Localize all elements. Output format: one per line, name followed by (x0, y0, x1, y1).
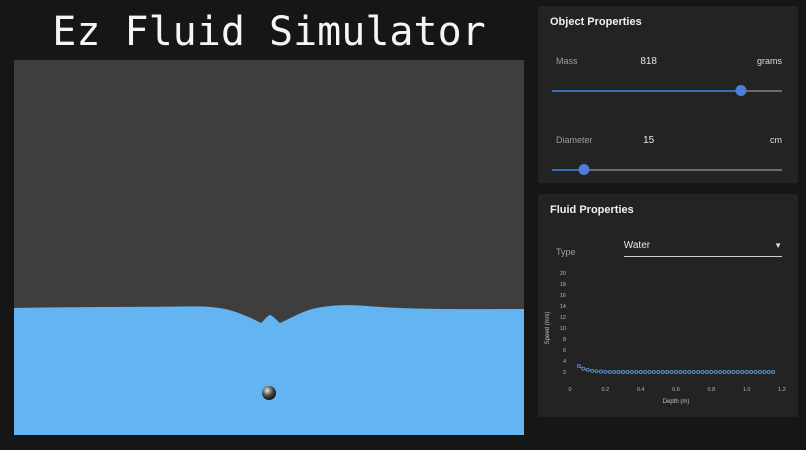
svg-text:0.2: 0.2 (602, 387, 610, 393)
simulation-canvas[interactable] (14, 60, 524, 435)
mass-unit: grams (756, 56, 782, 66)
simulation-scene (14, 305, 524, 435)
svg-text:0.6: 0.6 (672, 387, 680, 393)
svg-text:4: 4 (563, 359, 566, 365)
svg-text:14: 14 (560, 304, 566, 310)
chart-svg: 2 4 6 8 10 12 14 16 18 20 0 0.2 0.4 0.6 0.8 1.0 1.2 Depth… (545, 271, 786, 405)
diameter-unit: cm (770, 135, 782, 145)
mass-row: Mass 818 grams (538, 56, 798, 67)
fluid-type-row: Type Water ▼ (538, 240, 798, 257)
fluid-type-selected: Water (623, 240, 651, 251)
svg-text:0.8: 0.8 (708, 387, 716, 393)
svg-text:1.0: 1.0 (743, 387, 751, 393)
svg-text:0: 0 (568, 387, 571, 393)
mass-slider-fill (552, 90, 741, 92)
svg-text:8: 8 (563, 337, 566, 343)
mass-slider[interactable] (552, 84, 782, 98)
svg-text:1.2: 1.2 (778, 387, 786, 393)
mass-value: 818 (640, 56, 657, 67)
svg-text:Depth (m): Depth (m) (663, 399, 690, 405)
diameter-label: Diameter (556, 135, 593, 145)
mass-slider-thumb[interactable] (735, 85, 747, 96)
chevron-down-icon: ▼ (774, 240, 782, 250)
svg-text:6: 6 (563, 348, 566, 354)
diameter-slider-thumb[interactable] (578, 164, 590, 175)
diameter-slider-track[interactable] (552, 169, 782, 171)
svg-text:16: 16 (560, 293, 566, 299)
svg-text:20: 20 (560, 271, 566, 277)
diameter-row: Diameter 15 cm (538, 135, 798, 146)
svg-text:2: 2 (563, 370, 566, 376)
svg-text:Speed (m/s): Speed (m/s) (545, 312, 551, 345)
fluid-type-label: Type (556, 247, 576, 257)
object-properties-title: Object Properties (550, 16, 642, 28)
svg-text:12: 12 (560, 315, 566, 321)
object-properties-panel: Object Properties Mass 818 grams Diamete… (538, 6, 798, 183)
app-title: Ez Fluid Simulator (52, 9, 486, 55)
svg-text:18: 18 (560, 282, 566, 288)
mass-label: Mass (556, 56, 578, 66)
fluid-type-select[interactable]: Water ▼ (623, 240, 782, 257)
svg-text:0.4: 0.4 (637, 387, 645, 393)
water-surface (14, 305, 524, 435)
svg-text:10: 10 (560, 326, 566, 332)
fluid-properties-title: Fluid Properties (550, 204, 634, 216)
falling-ball (262, 386, 276, 400)
fluid-properties-panel: Fluid Properties Type Water ▼ 2 4 6 8 10 12 14… (538, 194, 798, 417)
diameter-slider-fill (552, 169, 585, 171)
speed-depth-chart: 2 4 6 8 10 12 14 16 18 20 0 0.2 0.4 0.6 0.8 1.0 1.2 Depth… (540, 261, 798, 418)
diameter-value: 15 (643, 135, 655, 146)
diameter-slider[interactable] (552, 163, 782, 177)
